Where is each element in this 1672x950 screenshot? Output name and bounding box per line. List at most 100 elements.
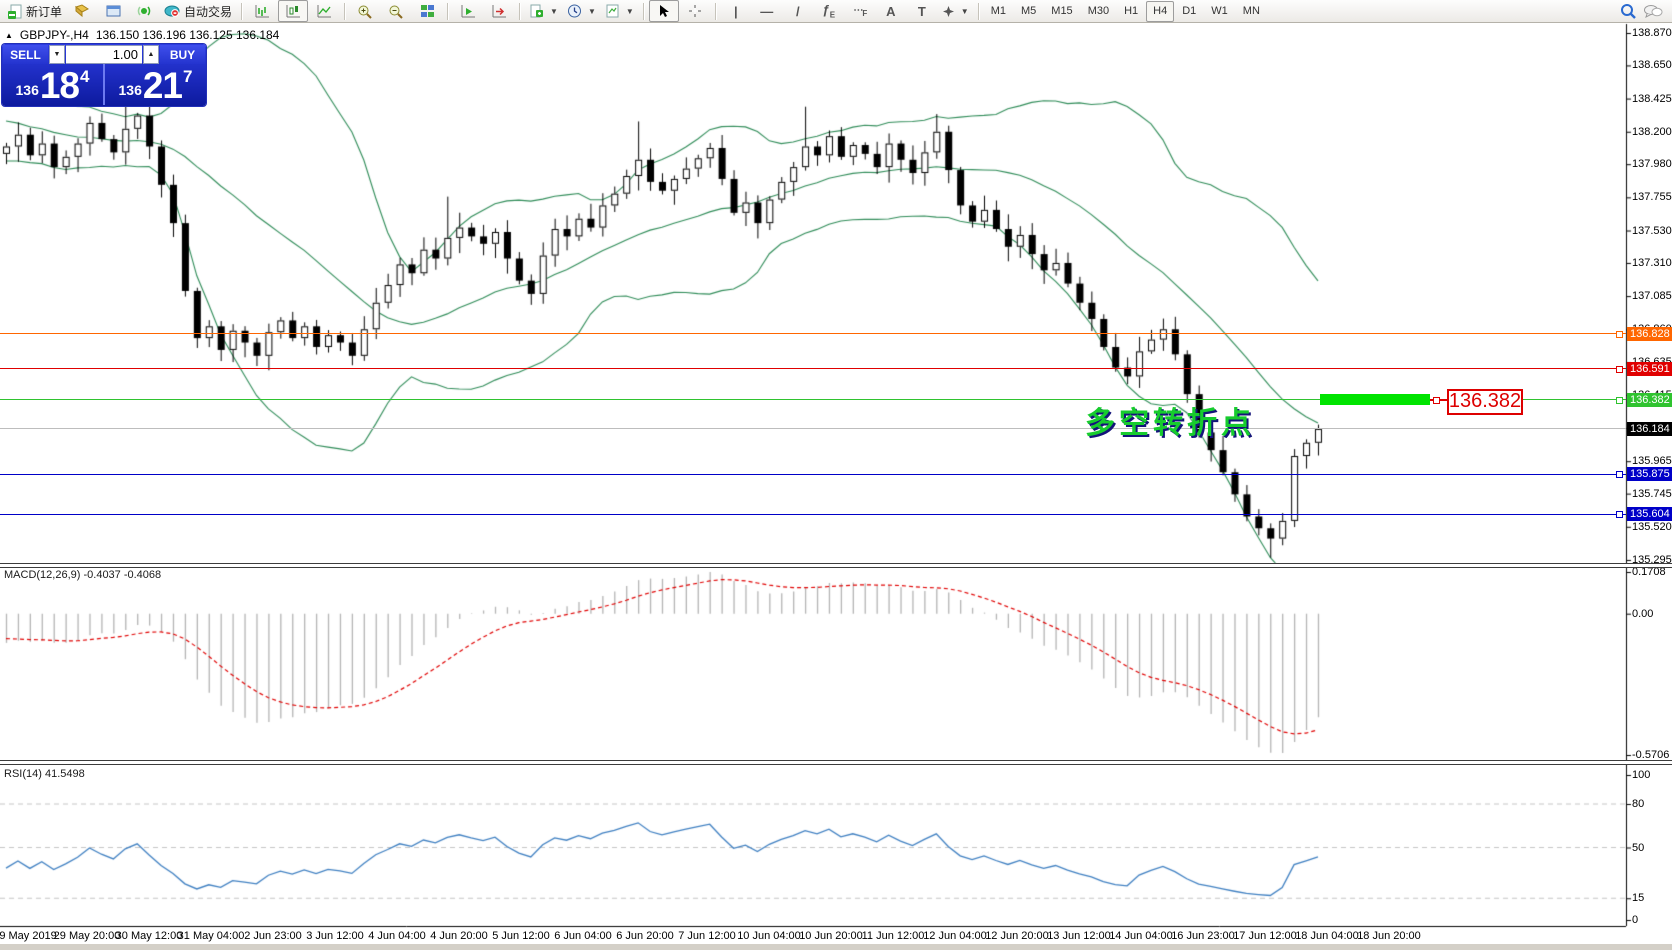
bar-chart-icon xyxy=(255,4,270,18)
level-highlight-rectangle[interactable] xyxy=(1320,394,1430,406)
timeframe-group: M1 M5 M15 M30 H1 H4 D1 W1 MN xyxy=(984,0,1267,22)
cursor-button[interactable] xyxy=(648,0,679,22)
zoom-out-button[interactable] xyxy=(381,0,411,22)
timeframe-M30[interactable]: M30 xyxy=(1087,5,1110,17)
hline-136.382[interactable] xyxy=(0,399,1626,401)
templates-button[interactable]: ▼ xyxy=(601,0,638,22)
horizontal-line-button[interactable]: — xyxy=(752,0,782,22)
time-axis-label: 4 Jun 04:00 xyxy=(368,930,426,942)
arrows-icon xyxy=(942,5,955,18)
candlestick-mode-button[interactable] xyxy=(278,0,309,22)
time-axis-label: 13 Jun 12:00 xyxy=(1047,930,1111,942)
profile-button[interactable] xyxy=(67,0,97,22)
text-button[interactable]: A xyxy=(876,0,906,22)
collapse-triangle-icon[interactable]: ▲ xyxy=(5,30,13,40)
template-icon xyxy=(605,4,620,18)
line-end-marker-icon[interactable] xyxy=(1616,396,1623,404)
indicators-button[interactable]: ▼ xyxy=(525,0,562,22)
periods-button[interactable]: ▼ xyxy=(563,0,600,22)
tile-windows-icon xyxy=(420,4,435,18)
volume-down-button[interactable]: ▼ xyxy=(49,45,65,64)
hline-136.591[interactable] xyxy=(0,368,1626,370)
timeframe-D1[interactable]: D1 xyxy=(1182,5,1197,17)
hline-136.184[interactable] xyxy=(0,428,1626,430)
time-axis-label: 12 Jun 20:00 xyxy=(985,930,1049,942)
timeframe-H4[interactable]: H4 xyxy=(1146,0,1175,22)
sell-price[interactable]: 136 18 4 xyxy=(2,64,103,105)
ohlc-values: 136.150 136.196 136.125 136.184 xyxy=(95,28,280,42)
line-end-marker-icon[interactable] xyxy=(1616,365,1623,373)
arrows-button[interactable]: ▼ xyxy=(938,0,973,22)
chat-button[interactable] xyxy=(1643,4,1663,19)
sell-price-big: 18 xyxy=(39,65,80,106)
timeframe-MN[interactable]: MN xyxy=(1242,5,1260,17)
line-end-marker-icon[interactable] xyxy=(1616,471,1623,479)
zoom-in-button[interactable] xyxy=(350,0,380,22)
vertical-line-button[interactable]: | xyxy=(721,0,751,22)
indicator-axis-label: -0.5706 xyxy=(1632,749,1670,761)
hline-135.604[interactable] xyxy=(0,513,1626,515)
timeframe-M15[interactable]: M15 xyxy=(1051,5,1073,17)
autotrade-button[interactable]: 自动交易 xyxy=(160,0,236,22)
timeframe-M1[interactable]: M1 xyxy=(990,5,1006,17)
price-tick-label: 138.650 xyxy=(1632,59,1672,72)
timeframe-H1[interactable]: H1 xyxy=(1124,5,1139,17)
auto-scroll-icon xyxy=(461,4,476,18)
crosshair-button[interactable] xyxy=(680,0,710,22)
price-callout[interactable]: 136.382 xyxy=(1447,388,1523,415)
zoom-in-icon xyxy=(357,4,373,19)
pane-separator[interactable] xyxy=(0,760,1672,765)
line-chart-icon xyxy=(317,4,332,18)
hline-136.828[interactable] xyxy=(0,333,1626,335)
pane-separator[interactable] xyxy=(0,563,1672,568)
fibo-grid-button[interactable]: ⋯F xyxy=(845,0,875,22)
callout-anchor-icon xyxy=(1433,396,1440,404)
volume-input[interactable] xyxy=(66,45,142,64)
price-tick-label: 135.520 xyxy=(1632,520,1672,533)
hline-135.875[interactable] xyxy=(0,473,1626,475)
time-axis-label: 12 Jun 04:00 xyxy=(923,930,987,942)
timeframe-M5[interactable]: M5 xyxy=(1021,5,1037,17)
price-tag: 135.604 xyxy=(1627,507,1672,522)
line-end-marker-icon[interactable] xyxy=(1616,511,1623,519)
auto-scroll-button[interactable] xyxy=(453,0,483,22)
signals-button[interactable] xyxy=(129,0,159,22)
charts-window-button[interactable] xyxy=(98,0,128,22)
sell-price-sup: 4 xyxy=(80,67,90,86)
indicator-axis-label: 15 xyxy=(1632,892,1645,905)
price-tag: 136.382 xyxy=(1627,392,1672,407)
dropdown-caret-icon: ▼ xyxy=(960,6,969,16)
line-chart-mode-button[interactable] xyxy=(309,0,339,22)
price-tick-label: 137.980 xyxy=(1632,158,1672,171)
window-icon xyxy=(106,4,121,18)
fibonacci-button[interactable]: ƒE xyxy=(814,0,844,22)
buy-button[interactable]: BUY xyxy=(160,45,205,64)
bar-chart-mode-button[interactable] xyxy=(247,0,277,22)
trendline-button[interactable]: / xyxy=(783,0,813,22)
timeframe-W1[interactable]: W1 xyxy=(1211,5,1228,17)
search-button[interactable] xyxy=(1620,3,1637,19)
trendline-icon: / xyxy=(795,3,800,19)
text-icon: A xyxy=(886,3,896,19)
indicator-axis-label: 0.00 xyxy=(1632,607,1654,620)
down-arrow-icon: ▼ xyxy=(53,51,61,58)
price-tick-label: 137.755 xyxy=(1632,191,1672,204)
turning-point-annotation[interactable]: 多空转折点 xyxy=(1085,407,1255,440)
text-label-button[interactable]: T xyxy=(907,0,937,22)
indicator-axis-label: 80 xyxy=(1632,798,1645,810)
line-end-marker-icon[interactable] xyxy=(1616,330,1623,338)
cursor-icon xyxy=(658,4,670,18)
sell-button[interactable]: SELL xyxy=(3,45,48,64)
text-label-icon: T xyxy=(917,3,926,19)
trade-panel-controls: SELL ▼ ▲ BUY xyxy=(2,44,206,64)
autotrade-label: 自动交易 xyxy=(184,4,233,19)
buy-price[interactable]: 136 21 7 xyxy=(103,64,206,105)
time-axis-label: 6 Jun 20:00 xyxy=(616,930,674,942)
tile-windows-button[interactable] xyxy=(412,0,442,22)
chart-shift-button[interactable] xyxy=(484,0,514,22)
toolbar: 新订单 自动交易 ▼ ▼ ▼ | — / ƒE ⋯F A T xyxy=(0,0,1672,23)
volume-up-button[interactable]: ▲ xyxy=(143,45,159,64)
new-order-button[interactable]: 新订单 xyxy=(3,0,66,22)
rsi-label: RSI(14) 41.5498 xyxy=(4,768,85,780)
